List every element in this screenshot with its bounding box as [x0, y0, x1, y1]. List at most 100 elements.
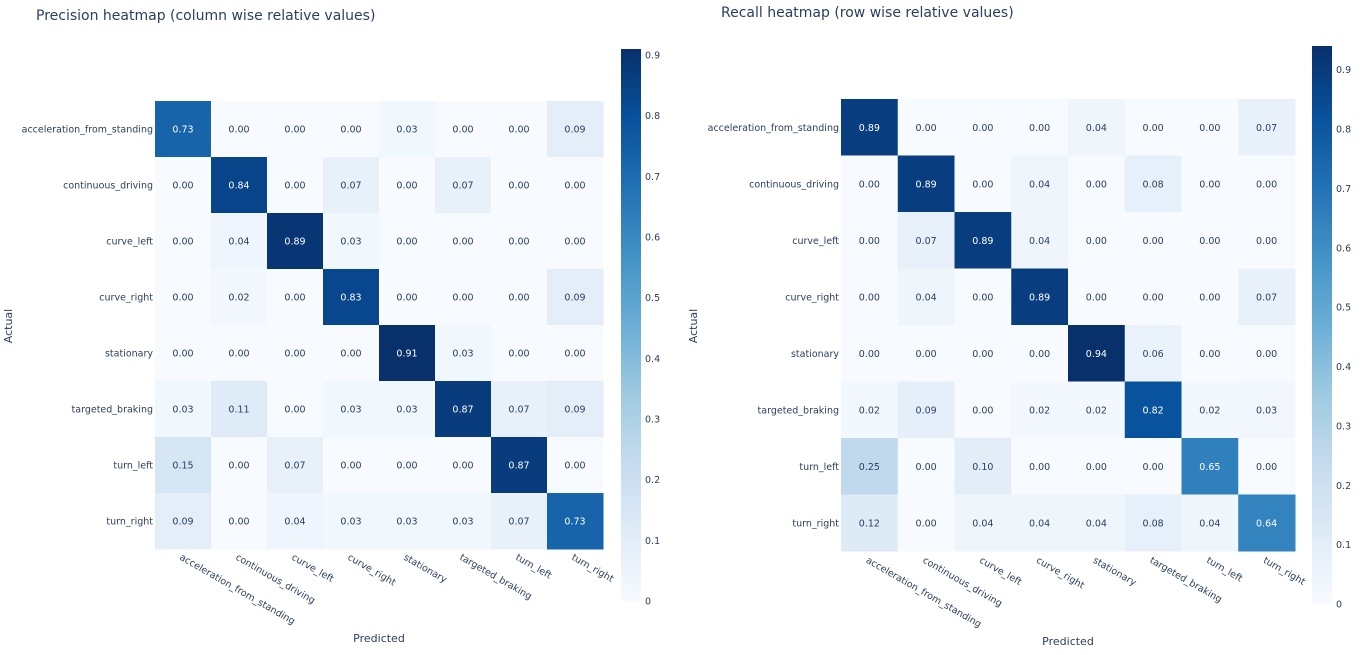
recall-cell: [1011, 268, 1069, 326]
recall-cell-value: 0.00: [1256, 462, 1277, 473]
recall-cell-value: 0.04: [1029, 179, 1050, 190]
precision-colorbar-tick: 0.7: [645, 172, 660, 183]
precision-y-tick-label: curve_right: [99, 293, 153, 304]
recall-cell-value: 0.04: [1029, 518, 1050, 529]
precision-cell: [379, 437, 436, 494]
precision-cell: [491, 381, 548, 438]
precision-cell: [435, 381, 492, 438]
precision-cell: [435, 493, 492, 550]
recall-cell: [1068, 268, 1126, 326]
precision-x-tick-labels: acceleration_from_standingcontinuous_dri…: [178, 552, 616, 627]
recall-cell: [1238, 99, 1296, 156]
precision-y-axis-label: Actual: [2, 309, 15, 343]
recall-cell-value: 0.00: [972, 292, 993, 303]
recall-y-tick-labels: acceleration_from_standing continuous_dri…: [708, 123, 840, 530]
precision-cell: [547, 493, 604, 550]
precision-cell: [547, 381, 604, 438]
recall-x-tick-label: turn_left: [1204, 555, 1244, 584]
recall-cell-value: 0.02: [1029, 405, 1050, 416]
recall-cell-value: 0.00: [1029, 123, 1050, 134]
recall-y-tick-label: turn_left: [799, 462, 839, 473]
precision-cell: [155, 381, 212, 438]
precision-cell-value: 0.00: [172, 237, 193, 248]
recall-colorbar-tick: 0: [1336, 600, 1342, 611]
recall-x-tick-label: curve_right: [1034, 555, 1086, 592]
precision-cell: [379, 325, 436, 382]
precision-cell-value: 0.89: [284, 237, 305, 248]
recall-cell-value: 0.02: [1199, 405, 1220, 416]
recall-cell-value: 0.94: [1086, 349, 1107, 360]
precision-cell-value: 0.00: [340, 349, 361, 360]
recall-cell-value: 0.00: [1086, 462, 1107, 473]
precision-cell: [323, 213, 380, 270]
recall-cell-value: 0.00: [1086, 236, 1107, 247]
recall-cell: [1068, 212, 1126, 269]
recall-cell-value: 0.08: [1143, 518, 1164, 529]
precision-cell-value: 0.00: [508, 125, 529, 136]
precision-cell: [435, 157, 492, 214]
precision-cell-value: 0.00: [508, 237, 529, 248]
precision-colorbar-tick: 0.3: [645, 415, 660, 426]
precision-y-tick-label: targeted_braking: [72, 405, 153, 416]
recall-heatmap: Recall heatmap (row wise relative values…: [687, 5, 1351, 648]
precision-cell-value: 0.07: [340, 181, 361, 192]
precision-colorbar-tick: 0.9: [645, 51, 660, 62]
recall-cell: [897, 381, 955, 439]
precision-cell-value: 0.03: [340, 405, 361, 416]
recall-cell: [841, 268, 899, 326]
precision-cell-value: 0.91: [396, 349, 417, 360]
precision-cell: [547, 101, 604, 158]
recall-cell-value: 0.10: [972, 462, 993, 473]
recall-cell: [1011, 155, 1069, 213]
recall-cell-value: 0.00: [1143, 236, 1164, 247]
recall-cell: [1181, 494, 1239, 552]
recall-cell-value: 0.04: [1029, 236, 1050, 247]
precision-cell-value: 0.73: [172, 125, 193, 136]
recall-cell-value: 0.09: [916, 405, 937, 416]
precision-colorbar-tick: 0.2: [645, 475, 660, 486]
recall-cell-value: 0.00: [1199, 123, 1220, 134]
recall-cell-value: 0.00: [859, 236, 880, 247]
precision-cell-value: 0.00: [396, 237, 417, 248]
recall-cell: [897, 325, 955, 382]
precision-y-tick-label: turn_right: [106, 517, 153, 528]
recall-cell: [1068, 381, 1126, 439]
recall-cell-value: 0.00: [1199, 349, 1220, 360]
precision-colorbar-tick: 0.5: [645, 293, 660, 304]
precision-cell: [155, 437, 212, 494]
recall-cell: [1124, 155, 1182, 213]
recall-cell-value: 0.04: [1086, 123, 1107, 134]
precision-cell: [211, 157, 268, 214]
precision-cell: [323, 101, 380, 158]
recall-cell-value: 0.00: [916, 123, 937, 134]
precision-cell: [491, 493, 548, 550]
precision-cell: [155, 325, 212, 382]
recall-cell-value: 0.00: [1199, 179, 1220, 190]
recall-colorbar-tick: 0.7: [1336, 184, 1351, 195]
recall-cell: [1181, 212, 1239, 269]
recall-cell: [1181, 325, 1239, 382]
precision-cell-value: 0.02: [228, 293, 249, 304]
recall-cell: [1238, 494, 1296, 552]
precision-cell-value: 0.00: [396, 461, 417, 472]
recall-cell: [1068, 325, 1126, 382]
recall-cell: [841, 99, 899, 156]
precision-cell: [267, 213, 324, 270]
recall-cell: [1181, 268, 1239, 326]
precision-colorbar-gradient: [621, 49, 641, 601]
precision-cell-value: 0.00: [508, 293, 529, 304]
recall-cell-value: 0.06: [1143, 349, 1164, 360]
precision-cell-value: 0.15: [172, 461, 193, 472]
precision-cell: [323, 157, 380, 214]
precision-cell: [155, 213, 212, 270]
recall-cell-value: 0.04: [972, 518, 993, 529]
precision-cell: [323, 381, 380, 438]
precision-cell: [547, 213, 604, 270]
recall-cell: [1181, 381, 1239, 439]
recall-cell: [1124, 99, 1182, 156]
precision-cell: [267, 269, 324, 326]
recall-cell: [1011, 438, 1069, 495]
recall-cell: [841, 438, 899, 495]
recall-cell: [897, 99, 955, 156]
